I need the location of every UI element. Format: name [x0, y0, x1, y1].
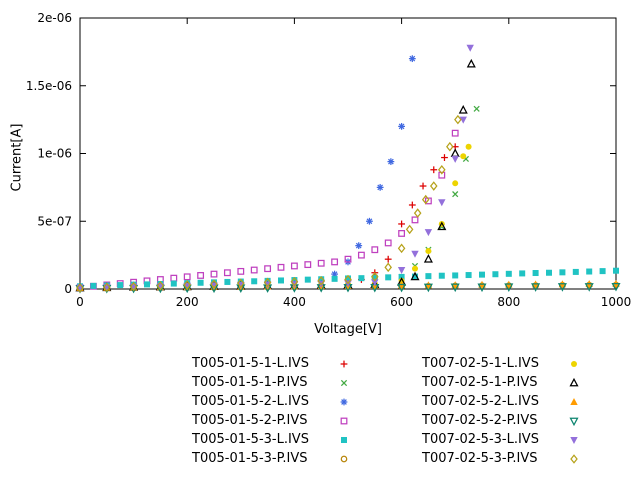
- tick-label: 2e-06: [37, 11, 72, 25]
- plot-border: [79, 17, 617, 290]
- tick-label: 600: [390, 295, 413, 309]
- series-T005-01-5-1-P.IVS: [76, 105, 480, 291]
- legend-item-T007-02-5-1-L.IVS: T007-02-5-1-L.IVS: [422, 354, 582, 373]
- legend-label: T005-01-5-3-P.IVS: [192, 451, 308, 466]
- legend-item-T005-01-5-2-P.IVS: T005-01-5-2-P.IVS: [192, 411, 352, 430]
- tick-label: 200: [176, 295, 199, 309]
- plot-area: 0 200 400 600 800 1000 0 5e-07 1e-06 1.5e-06 2e-06: [26, 11, 632, 309]
- diamond-open-marker-icon: [570, 453, 578, 464]
- tick-label: 1000: [601, 295, 632, 309]
- asterisk-marker-icon: [340, 398, 348, 405]
- square-filled-marker-icon: [341, 436, 347, 443]
- series-T007-02-5-3-L.IVS: [76, 44, 474, 292]
- legend-item-T007-02-5-3-P.IVS: T007-02-5-3-P.IVS: [422, 449, 582, 468]
- legend-label: T007-02-5-1-P.IVS: [422, 375, 538, 390]
- series-T007-02-5-3-P.IVS: [76, 114, 462, 293]
- legend-label: T007-02-5-3-P.IVS: [422, 451, 538, 466]
- triangle-down-open-marker-icon: [569, 417, 579, 426]
- plus-marker-icon: [340, 360, 348, 367]
- series-T005-01-5-2-P.IVS: [76, 129, 459, 292]
- legend-label: T007-02-5-2-L.IVS: [422, 394, 539, 409]
- legend-item-T005-01-5-3-P.IVS: T005-01-5-3-P.IVS: [192, 449, 352, 468]
- tick-label: 1e-06: [37, 147, 72, 161]
- series-T005-01-5-2-L.IVS: [76, 55, 416, 290]
- legend-item-T005-01-5-1-P.IVS: T005-01-5-1-P.IVS: [192, 373, 352, 392]
- tick-label: 1.5e-06: [26, 79, 72, 93]
- legend-column: T007-02-5-1-L.IVS T007-02-5-1-P.IVS T007-0…: [422, 354, 582, 468]
- legend-item-T005-01-5-2-L.IVS: T005-01-5-2-L.IVS: [192, 392, 352, 411]
- legend-label: T005-01-5-2-L.IVS: [192, 394, 309, 409]
- legend-label: T007-02-5-1-L.IVS: [422, 356, 539, 371]
- legend-label: T007-02-5-3-L.IVS: [422, 432, 539, 447]
- square-open-marker-icon: [340, 417, 348, 424]
- triangle-down-filled-marker-icon: [570, 436, 578, 444]
- tick-label: 5e-07: [37, 214, 72, 228]
- legend-item-T007-02-5-2-L.IVS: T007-02-5-2-L.IVS: [422, 392, 582, 411]
- legend-label: T005-01-5-2-P.IVS: [192, 413, 308, 428]
- legend-item-T005-01-5-1-L.IVS: T005-01-5-1-L.IVS: [192, 354, 352, 373]
- circle-filled-marker-icon: [571, 360, 577, 367]
- tick-label: 800: [497, 295, 520, 309]
- legend-item-T007-02-5-1-P.IVS: T007-02-5-1-P.IVS: [422, 373, 582, 392]
- times-marker-icon: [340, 379, 348, 386]
- circle-open-marker-icon: [340, 455, 348, 462]
- legend-item-T005-01-5-3-L.IVS: T005-01-5-3-L.IVS: [192, 430, 352, 449]
- legend-label: T005-01-5-1-L.IVS: [192, 356, 309, 371]
- triangle-up-open-marker-icon: [569, 377, 579, 386]
- legend-item-T007-02-5-2-P.IVS: T007-02-5-2-P.IVS: [422, 411, 582, 430]
- legend-label: T007-02-5-2-P.IVS: [422, 413, 538, 428]
- legend-item-T007-02-5-3-L.IVS: T007-02-5-3-L.IVS: [422, 430, 582, 449]
- legend: T005-01-5-1-L.IVS T005-01-5-1-P.IVS T005-0…: [192, 354, 582, 468]
- tick-label: 0: [64, 282, 72, 296]
- legend-label: T005-01-5-1-P.IVS: [192, 375, 308, 390]
- tick-label: 400: [283, 295, 306, 309]
- legend-column: T005-01-5-1-L.IVS T005-01-5-1-P.IVS T005-0…: [192, 354, 352, 468]
- legend-label: T005-01-5-3-L.IVS: [192, 432, 309, 447]
- triangle-up-filled-marker-icon: [570, 397, 578, 405]
- tick-label: 0: [76, 295, 84, 309]
- x-axis-title: Voltage[V]: [314, 322, 382, 337]
